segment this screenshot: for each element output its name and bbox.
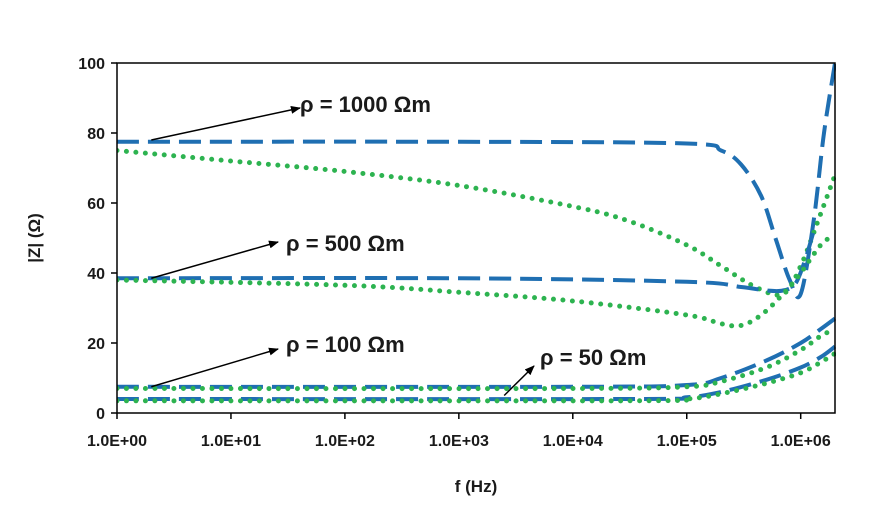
x-tick-label: 1.0E+02 [315, 433, 375, 450]
y-tick-label: 20 [87, 336, 105, 353]
series-layer [117, 63, 836, 404]
y-tick-label: 40 [87, 266, 105, 283]
annotation-label: ρ = 500 Ωm [286, 231, 405, 256]
x-tick-label: 1.0E+04 [543, 433, 603, 450]
x-tick-label: 1.0E+03 [429, 433, 489, 450]
series-6-dotted [117, 326, 836, 392]
annotation-label: ρ = 100 Ωm [286, 332, 405, 357]
series-8-dotted [117, 351, 836, 404]
x-axis: 1.0E+00 1.0E+01 1.0E+02 1.0E+03 1.0E+04 1.0E+… [87, 413, 831, 450]
annotation-arrow [503, 365, 535, 397]
y-tick-label: 100 [78, 56, 105, 73]
x-axis-title: f (Hz) [455, 477, 497, 496]
y-axis: 0 20 40 60 80 100 [78, 56, 117, 423]
annotation-layer: ρ = 1000 Ωm ρ = 500 Ωm ρ = 100 Ωm ρ = 50 Ωm [151, 92, 646, 397]
series-4-dotted [117, 232, 836, 329]
x-tick-label: 1.0E+06 [771, 433, 831, 450]
annotation-label: ρ = 1000 Ωm [300, 92, 431, 117]
x-tick-label: 1.0E+00 [87, 433, 147, 450]
y-tick-label: 60 [87, 196, 105, 213]
y-axis-title: |Z| (Ω) [25, 213, 44, 263]
annotation-arrow [151, 240, 279, 279]
y-tick-label: 0 [96, 406, 105, 423]
x-tick-label: 1.0E+05 [657, 433, 717, 450]
annotation-label: ρ = 50 Ωm [540, 345, 646, 370]
series-1-dashed [117, 63, 836, 300]
annotation-arrow [151, 105, 301, 141]
plot-frame [116, 62, 836, 414]
series-5-dashed [117, 316, 836, 389]
y-tick-label: 80 [87, 126, 105, 143]
series-2-dotted [117, 148, 836, 298]
series-7-dashed [117, 344, 836, 402]
annotation-arrow [151, 347, 279, 388]
x-tick-label: 1.0E+01 [201, 433, 261, 450]
